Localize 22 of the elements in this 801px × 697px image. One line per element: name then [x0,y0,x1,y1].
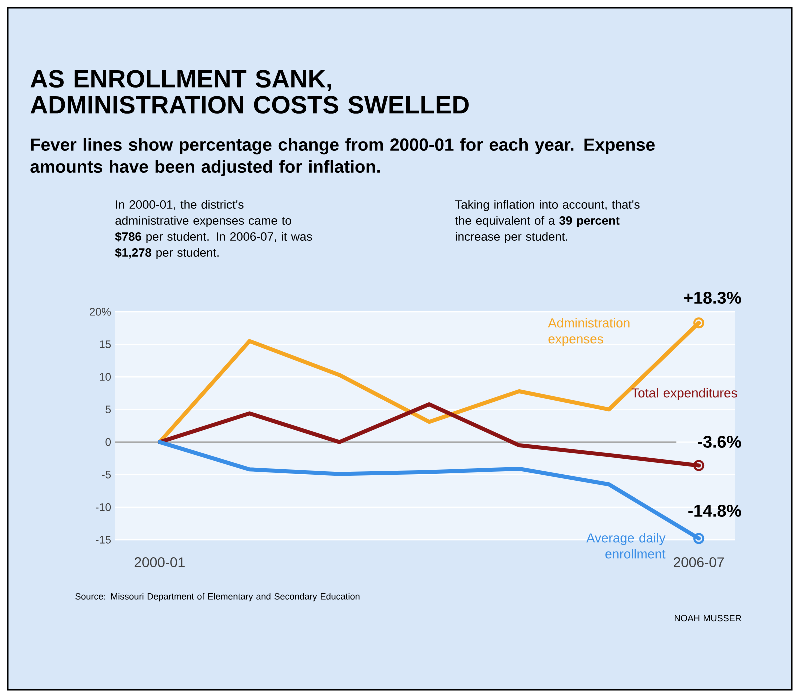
data-label: +18.3% [684,292,742,304]
text: NOAH MUSSER [675,615,742,622]
source-note: Source: Missouri Department of Elementary and Secondary Education [76,593,360,602]
y-tick-label: -5 [102,471,111,479]
y-tick-label: -10 [96,504,112,512]
y-tick-label: 5 [106,406,111,414]
chart-subtitle: Fever lines show percentage change from 2000-01 for each year. Expense amounts have been adjusted for inflation. [30,138,655,177]
text: Total expenditures [632,388,738,400]
y-tick-label: -15 [96,536,111,544]
data-label: -3.6% [698,436,742,448]
data-label: -14.8% [688,504,742,518]
y-tick-label: 0 [106,438,112,446]
y-tick-label: 20% [90,308,112,316]
chart-title: AS ENROLLMENT SANK, ADMINISTRATION COSTS SWELLED [30,70,469,114]
y-tick-label: 10 [100,373,112,382]
text: Taking inflation into account, that's the equivalent of a 39 percent increase per student. [455,200,640,244]
series-label: Average daily enrollment [586,533,666,559]
text: Administration expenses [548,318,630,346]
text: In 2000-01, the district's administrative expenses came to $786 per student. In 2006-07, it was $1,278 per student. [115,200,312,260]
x-tick-label: 2006-07 [674,558,724,568]
y-tick-label: 15 [100,340,111,348]
x-tick-label: 2000-01 [134,558,185,568]
